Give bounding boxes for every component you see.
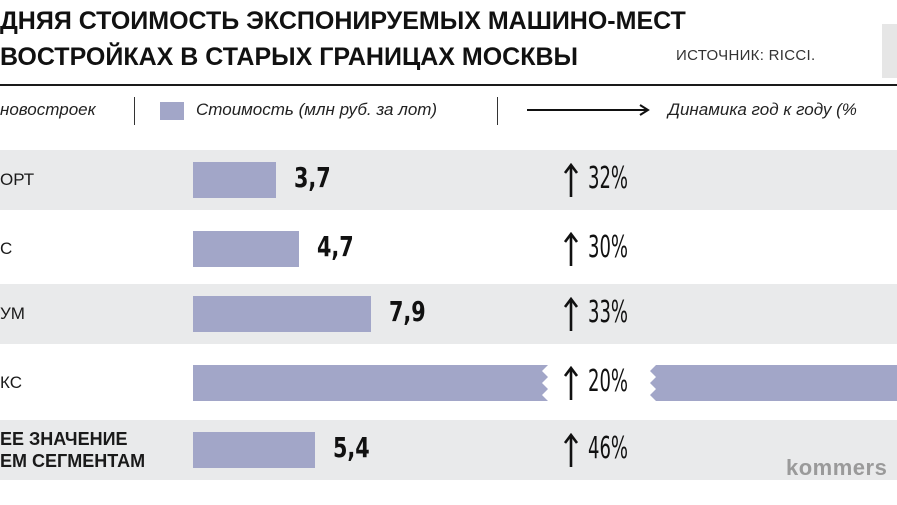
table-row: С 4,7 30% xyxy=(0,219,897,279)
legend-type-label: новостроек xyxy=(0,100,96,119)
category-label-line: ЕЕ ЗНАЧЕНИЕ xyxy=(0,429,128,449)
category-label: С xyxy=(0,219,12,279)
category-label: КС xyxy=(0,353,22,413)
cost-bar xyxy=(193,162,277,198)
category-label: ЕЕ ЗНАЧЕНИЕ ЕМ СЕГМЕНТАМ xyxy=(0,420,145,480)
cost-bar xyxy=(193,296,371,332)
cost-bar-segment xyxy=(650,365,897,401)
category-label-line: ЕМ СЕГМЕНТАМ xyxy=(0,451,146,471)
corner-decoration xyxy=(882,24,897,78)
dynamics-value-label: 46% xyxy=(588,431,629,466)
watermark: kommers xyxy=(786,455,888,480)
category-label-line: С xyxy=(0,239,13,258)
source-note: ИСТОЧНИК: RICCI. xyxy=(676,47,816,64)
cost-value-label: 4,7 xyxy=(316,230,354,263)
up-arrow-icon xyxy=(564,163,578,197)
category-label-line: УМ xyxy=(0,304,25,323)
cost-bar xyxy=(193,432,315,468)
up-arrow-icon xyxy=(564,366,578,400)
dynamics-value-label: 20% xyxy=(588,364,629,399)
table-row: КС 20% xyxy=(0,353,897,413)
dynamics-value-label: 33% xyxy=(588,295,629,330)
chart-title-line-1: ДНЯЯ СТОИМОСТЬ ЭКСПОНИРУЕМЫХ МАШИНО-МЕСТ xyxy=(0,7,686,35)
legend-divider xyxy=(497,97,498,125)
cost-bar xyxy=(193,231,299,267)
up-arrow-icon xyxy=(564,433,578,467)
category-label-line: ОРТ xyxy=(0,170,35,189)
table-row: ЕЕ ЗНАЧЕНИЕ ЕМ СЕГМЕНТАМ 5,4 46% xyxy=(0,420,897,480)
legend-dynamics-label: Динамика год к году (% xyxy=(668,100,857,119)
title-divider xyxy=(0,84,897,86)
category-label-line: КС xyxy=(0,373,22,392)
up-arrow-icon xyxy=(564,232,578,266)
legend-cost-label: Стоимость (млн руб. за лот) xyxy=(196,100,438,119)
legend-divider xyxy=(134,97,135,125)
legend-cost-swatch xyxy=(160,102,184,120)
up-arrow-icon xyxy=(564,297,578,331)
cost-value-label: 3,7 xyxy=(294,161,331,194)
category-label: УМ xyxy=(0,284,25,344)
cost-value-label: 5,4 xyxy=(332,431,370,464)
cost-bar-segment xyxy=(193,365,548,401)
cost-value-label: 7,9 xyxy=(388,295,426,328)
table-row: ОРТ 3,7 32% xyxy=(0,150,897,210)
table-row: УМ 7,9 33% xyxy=(0,284,897,344)
category-label: ОРТ xyxy=(0,150,34,210)
dynamics-value-label: 30% xyxy=(588,230,629,265)
cost-bar-broken xyxy=(193,365,897,401)
dynamics-value-label: 32% xyxy=(588,161,629,196)
legend-arrow-icon xyxy=(527,104,650,116)
chart-title-line-2: ВОСТРОЙКАХ В СТАРЫХ ГРАНИЦАХ МОСКВЫ xyxy=(0,43,579,71)
